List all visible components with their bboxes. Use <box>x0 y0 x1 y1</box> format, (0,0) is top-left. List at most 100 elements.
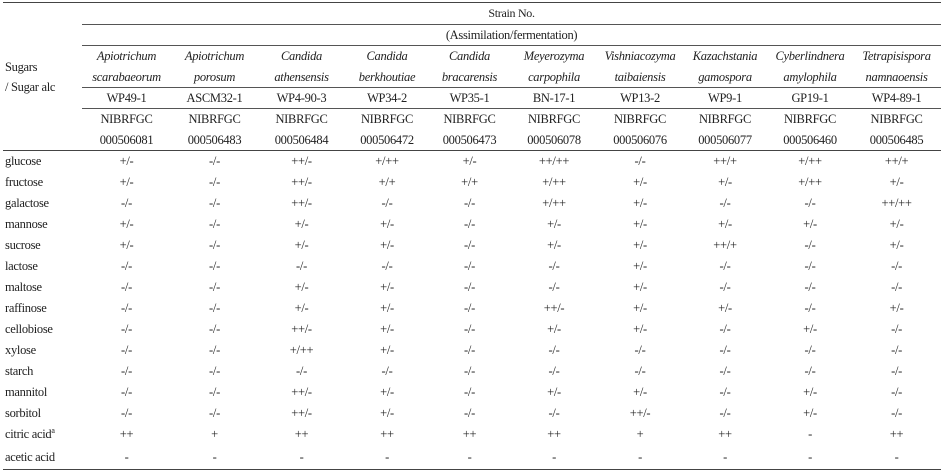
result-cell: +/- <box>803 385 817 399</box>
strain-accession: 000506078 <box>510 130 598 151</box>
table-row: starch -/- -/- -/- -/- -/- -/- -/- -/- -/- -/- <box>3 361 941 382</box>
result-cell: ++ <box>718 427 732 441</box>
result-cell: -/- <box>804 238 816 252</box>
strain-code: WP4-89-1 <box>852 87 942 109</box>
result-cell: -/- <box>804 301 816 315</box>
sugar-assimilation-table-container: Sugars / Sugar alc Strain No. (Assimilat… <box>3 2 942 470</box>
strain-species: amylophila <box>768 67 852 88</box>
result-cell: -/- <box>464 406 475 420</box>
result-cell: -/- <box>719 364 731 378</box>
result-cell: -/- <box>209 301 220 315</box>
result-cell: +/- <box>547 238 561 252</box>
header-row-strain-code: WP49-1 ASCM32-1 WP4-90-3 WP34-2 WP35-1 BN-17-… <box>3 87 942 109</box>
sugar-name-cell: sucrose <box>3 235 82 256</box>
sugar-name-cell: acetic acid <box>3 445 82 470</box>
result-cell: -/- <box>719 322 731 336</box>
result-cell: ++/- <box>629 406 651 420</box>
result-cell: -/- <box>464 385 475 399</box>
sugar-name: acetic acid <box>5 449 55 464</box>
result-cell: ++/- <box>291 196 312 210</box>
result-cell: +/- <box>803 322 817 336</box>
result-cell: +/- <box>633 217 647 231</box>
sugar-name-cell: raffinose <box>3 298 82 319</box>
result-cell: +/- <box>462 154 477 168</box>
sugar-name: maltose <box>5 280 42 294</box>
result-cell: - <box>682 445 768 470</box>
sugar-name-cell: glucose <box>3 151 82 173</box>
strain-nibrfgc: NIBRFGC <box>275 112 328 126</box>
strain-nibrfgc: NIBRFGC <box>100 112 153 126</box>
sugar-name-cell: citric acida <box>3 424 82 445</box>
result-cell: - <box>768 445 852 470</box>
strain-accession: 000506081 <box>82 130 171 151</box>
result-cell: +/- <box>633 301 647 315</box>
table-row: citric acida ++ + ++ ++ ++ ++ + ++ - ++ <box>3 424 941 445</box>
sugar-name: sorbitol <box>5 406 41 420</box>
table-row: sucrose +/- -/- +/- +/- -/- +/- +/- ++/+ -/- +/- <box>3 235 941 256</box>
result-cell: +/- <box>889 217 904 231</box>
strain-accession: 000506472 <box>345 130 429 151</box>
strain-genus: Candida <box>366 49 408 63</box>
table-row: mannitol -/- -/- ++/- +/- -/- +/- +/- -/- +/- -/- <box>3 382 941 403</box>
result-cell: -/- <box>121 364 132 378</box>
result-cell: -/- <box>464 301 475 315</box>
result-cell: - <box>510 445 598 470</box>
table-row: acetic acid - - - - - - - - - - <box>3 445 942 470</box>
result-cell: -/- <box>804 196 816 210</box>
result-cell: +/- <box>718 301 732 315</box>
result-cell: -/- <box>296 364 307 378</box>
result-cell: -/- <box>209 259 220 273</box>
strain-species: gamospora <box>682 67 768 88</box>
result-cell: +/- <box>380 301 394 315</box>
result-cell: +/- <box>380 217 394 231</box>
result-cell: -/- <box>464 238 475 252</box>
result-cell: +/- <box>119 238 134 252</box>
result-cell: +/++ <box>542 175 566 189</box>
table-row: lactose -/- -/- -/- -/- -/- -/- +/- -/- -/- -/- <box>3 256 941 277</box>
strain-species: scarabaeorum <box>82 67 171 88</box>
result-cell: +/- <box>889 238 904 252</box>
result-cell: -/- <box>464 280 475 294</box>
result-cell: -/- <box>804 343 816 357</box>
result-cell: -/- <box>121 280 132 294</box>
strain-species: berkhoutiae <box>345 67 429 88</box>
result-cell: -/- <box>121 259 132 273</box>
table-row: glucose +/- -/- ++/- +/++ +/- ++/++ -/- ++/+ +/++… <box>3 151 941 173</box>
result-cell: -/- <box>891 259 902 273</box>
result-cell: -/- <box>209 406 220 420</box>
sugar-name-cell: maltose <box>3 277 82 298</box>
result-cell: -/- <box>548 364 560 378</box>
result-cell: +/- <box>547 217 561 231</box>
assimilation-fermentation-label: (Assimilation/fermentation) <box>82 24 942 46</box>
result-cell: ++/- <box>543 301 565 315</box>
result-cell: + <box>636 427 644 441</box>
result-cell: - <box>808 427 812 441</box>
result-cell: +/- <box>294 280 309 294</box>
result-cell: -/- <box>719 343 731 357</box>
result-cell: +/- <box>803 406 817 420</box>
sugar-name: mannitol <box>5 385 48 399</box>
result-cell: -/- <box>891 280 902 294</box>
result-cell: ++ <box>294 427 309 441</box>
strain-nibrfgc: NIBRFGC <box>783 112 837 126</box>
sugar-name-cell: mannitol <box>3 382 82 403</box>
strain-species: namnaoensis <box>852 67 942 88</box>
result-cell: -/- <box>804 259 816 273</box>
sugar-name: xylose <box>5 343 36 357</box>
strain-nibrfgc: NIBRFGC <box>698 112 752 126</box>
strain-code: WP35-1 <box>429 87 510 109</box>
result-cell: ++/- <box>291 175 312 189</box>
table-row: sorbitol -/- -/- ++/- +/- -/- -/- ++/- -/- +/- -/- <box>3 403 941 424</box>
strain-genus: Cyberlindnera <box>775 49 845 63</box>
strain-genus: Vishniacozyma <box>604 49 676 63</box>
table-body: glucose +/- -/- ++/- +/++ +/- ++/++ -/- ++/+ +/++… <box>3 151 942 470</box>
result-cell: - <box>82 445 171 470</box>
strain-nibrfgc: NIBRFGC <box>360 112 414 126</box>
result-cell: -/- <box>121 301 132 315</box>
strain-genus: Tetrapisispora <box>862 49 931 63</box>
result-cell: +/- <box>119 217 134 231</box>
result-cell: -/- <box>548 406 560 420</box>
sugar-name: cellobiose <box>5 322 53 336</box>
result-cell: +/- <box>633 280 647 294</box>
header-row-species: scarabaeorum porosum athensensis berkhoutia… <box>3 67 942 88</box>
